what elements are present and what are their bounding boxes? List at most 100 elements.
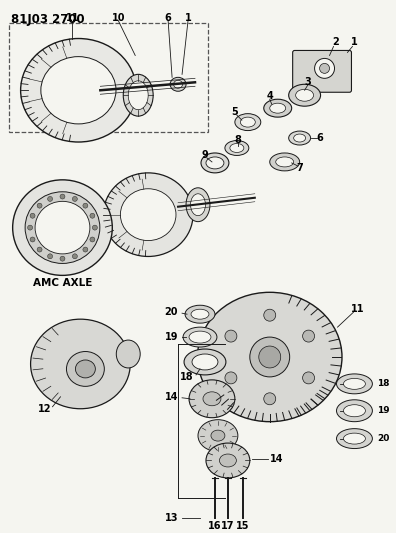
Ellipse shape: [211, 430, 225, 441]
Ellipse shape: [264, 99, 292, 117]
Text: 19: 19: [165, 332, 178, 342]
Ellipse shape: [30, 319, 130, 409]
Circle shape: [90, 237, 95, 242]
FancyBboxPatch shape: [293, 51, 352, 92]
Ellipse shape: [225, 141, 249, 156]
Circle shape: [72, 197, 77, 201]
Text: 14: 14: [270, 454, 283, 464]
Circle shape: [48, 197, 53, 201]
Ellipse shape: [184, 349, 226, 375]
Ellipse shape: [186, 188, 210, 222]
Ellipse shape: [240, 117, 255, 127]
Text: 10: 10: [112, 13, 125, 22]
Text: 5: 5: [232, 107, 238, 117]
Circle shape: [264, 393, 276, 405]
Circle shape: [28, 225, 32, 230]
Circle shape: [90, 213, 95, 218]
Ellipse shape: [343, 378, 366, 389]
Ellipse shape: [314, 59, 335, 78]
Circle shape: [83, 247, 88, 252]
Ellipse shape: [289, 131, 310, 145]
Ellipse shape: [198, 419, 238, 451]
Circle shape: [303, 330, 314, 342]
Ellipse shape: [201, 153, 229, 173]
Text: 9: 9: [202, 150, 208, 160]
Ellipse shape: [189, 331, 211, 343]
Ellipse shape: [170, 77, 186, 91]
Ellipse shape: [120, 189, 176, 240]
Ellipse shape: [189, 380, 235, 418]
Circle shape: [48, 254, 53, 259]
Text: 81J03 2700: 81J03 2700: [11, 13, 84, 26]
Text: 20: 20: [377, 434, 390, 443]
Text: 6: 6: [165, 13, 171, 22]
Circle shape: [60, 194, 65, 199]
Ellipse shape: [21, 38, 136, 142]
Text: 18: 18: [181, 372, 194, 382]
Ellipse shape: [35, 201, 90, 254]
Ellipse shape: [75, 360, 95, 378]
Text: 11: 11: [351, 304, 364, 314]
Ellipse shape: [270, 103, 286, 113]
Ellipse shape: [203, 392, 221, 406]
Text: 13: 13: [165, 513, 178, 523]
Text: 14: 14: [165, 392, 178, 402]
Ellipse shape: [343, 405, 366, 417]
Text: 19: 19: [377, 406, 390, 415]
Text: 17: 17: [221, 521, 235, 531]
Text: 12: 12: [38, 403, 51, 414]
Ellipse shape: [343, 433, 366, 444]
Circle shape: [259, 346, 281, 368]
Ellipse shape: [185, 305, 215, 323]
Circle shape: [30, 213, 35, 218]
Text: 7: 7: [296, 163, 303, 173]
Text: 2: 2: [332, 37, 339, 47]
Circle shape: [92, 225, 97, 230]
Ellipse shape: [337, 429, 372, 449]
Circle shape: [303, 372, 314, 384]
Ellipse shape: [191, 309, 209, 319]
Ellipse shape: [183, 327, 217, 347]
Circle shape: [264, 309, 276, 321]
Ellipse shape: [25, 192, 100, 263]
Ellipse shape: [219, 454, 236, 467]
Ellipse shape: [294, 134, 306, 142]
Circle shape: [30, 237, 35, 242]
Ellipse shape: [123, 74, 153, 116]
Ellipse shape: [128, 81, 148, 110]
Ellipse shape: [276, 157, 294, 167]
Ellipse shape: [235, 114, 261, 131]
Ellipse shape: [116, 340, 140, 368]
Circle shape: [225, 330, 237, 342]
Text: 8: 8: [234, 135, 241, 145]
Text: AMC AXLE: AMC AXLE: [33, 278, 92, 288]
Circle shape: [72, 254, 77, 259]
Ellipse shape: [198, 292, 342, 422]
Ellipse shape: [289, 84, 321, 106]
Text: 4: 4: [267, 91, 273, 101]
Ellipse shape: [270, 153, 300, 171]
Text: 3: 3: [304, 77, 311, 87]
Text: 1: 1: [351, 37, 358, 47]
Ellipse shape: [103, 173, 193, 256]
Circle shape: [83, 203, 88, 208]
Ellipse shape: [337, 400, 372, 422]
Ellipse shape: [67, 352, 104, 386]
Ellipse shape: [337, 374, 372, 394]
Text: 1: 1: [185, 13, 191, 22]
Circle shape: [60, 256, 65, 261]
Ellipse shape: [296, 89, 314, 101]
Circle shape: [225, 372, 237, 384]
Ellipse shape: [230, 143, 244, 152]
Text: 15: 15: [236, 521, 249, 531]
Text: 18: 18: [377, 379, 390, 389]
Text: 6: 6: [316, 133, 323, 143]
Text: 16: 16: [208, 521, 222, 531]
Text: 11: 11: [66, 13, 79, 22]
Ellipse shape: [206, 443, 250, 478]
Circle shape: [37, 247, 42, 252]
Circle shape: [250, 337, 290, 377]
Circle shape: [37, 203, 42, 208]
Text: 20: 20: [165, 307, 178, 317]
Ellipse shape: [320, 63, 329, 74]
